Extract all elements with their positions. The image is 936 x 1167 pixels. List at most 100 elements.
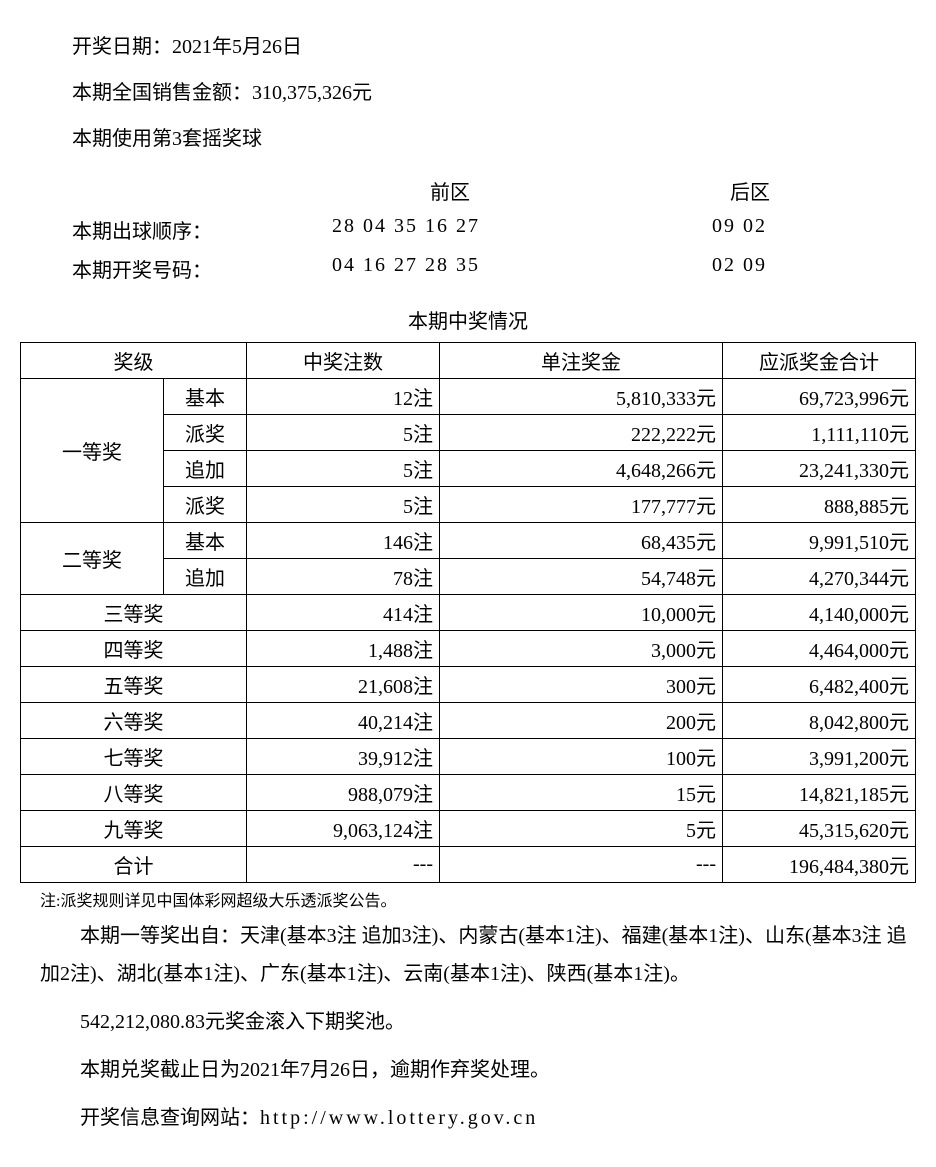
cell-unit: 68,435元 [440,523,723,559]
prize-table: 奖级 中奖注数 单注奖金 应派奖金合计 一等奖 基本 12注 5,810,333… [20,342,916,883]
numbers-header: 前区 后区 [72,176,916,205]
table-row: 一等奖 基本 12注 5,810,333元 69,723,996元 [21,379,916,415]
cell-total: 6,482,400元 [723,667,916,703]
draw-order-label: 本期出球顺序： [72,215,332,244]
cell-total: 1,111,110元 [723,415,916,451]
deadline-line: 本期兑奖截止日为2021年7月26日，逾期作弃奖处理。 [40,1051,916,1089]
cell-count: 5注 [247,415,440,451]
cell-total: 69,723,996元 [723,379,916,415]
table-row: 四等奖 1,488注 3,000元 4,464,000元 [21,631,916,667]
cell-unit: 4,648,266元 [440,451,723,487]
table-row: 三等奖 414注 10,000元 4,140,000元 [21,595,916,631]
cell-count: 78注 [247,559,440,595]
cell-unit: 177,777元 [440,487,723,523]
cell-unit: 100元 [440,739,723,775]
cell-total: 23,241,330元 [723,451,916,487]
cell-count: 12注 [247,379,440,415]
cell-total: 196,484,380元 [723,847,916,883]
th-total: 应派奖金合计 [723,343,916,379]
sub-add: 追加 [164,559,247,595]
cell-unit: 200元 [440,703,723,739]
total-label: 合计 [21,847,247,883]
sub-bonus: 派奖 [164,415,247,451]
cell-unit: 10,000元 [440,595,723,631]
winning-front: 04 16 27 28 35 [332,254,712,283]
tier1-label: 一等奖 [21,379,164,523]
table-row: 五等奖 21,608注 300元 6,482,400元 [21,667,916,703]
cell-total: 8,042,800元 [723,703,916,739]
cell-unit: 5元 [440,811,723,847]
sub-add: 追加 [164,451,247,487]
cell-count: 5注 [247,451,440,487]
cell-count: 39,912注 [247,739,440,775]
rollover-line: 542,212,080.83元奖金滚入下期奖池。 [40,1003,916,1041]
cell-total: 3,991,200元 [723,739,916,775]
tier-label: 三等奖 [21,595,247,631]
table-total-row: 合计 --- --- 196,484,380元 [21,847,916,883]
sub-basic: 基本 [164,523,247,559]
draw-order-front: 28 04 35 16 27 [332,215,712,244]
cell-unit: 5,810,333元 [440,379,723,415]
table-row: 七等奖 39,912注 100元 3,991,200元 [21,739,916,775]
ballset-line: 本期使用第3套摇奖球 [72,120,916,158]
tier-label: 九等奖 [21,811,247,847]
th-count: 中奖注数 [247,343,440,379]
cell-count: 988,079注 [247,775,440,811]
cell-total: 4,464,000元 [723,631,916,667]
table-header-row: 奖级 中奖注数 单注奖金 应派奖金合计 [21,343,916,379]
winning-label: 本期开奖号码： [72,254,332,283]
draw-date-line: 开奖日期：2021年5月26日 [72,28,916,66]
front-area-header: 前区 [430,176,730,205]
sales-value: 310,375,326元 [252,82,372,104]
cell-total: 4,140,000元 [723,595,916,631]
tier2-label: 二等奖 [21,523,164,595]
cell-count: 5注 [247,487,440,523]
website-label: 开奖信息查询网站： [80,1107,260,1129]
tier-label: 六等奖 [21,703,247,739]
winning-back: 02 09 [712,254,767,283]
website-line: 开奖信息查询网站：http://www.lottery.gov.cn [40,1099,916,1137]
back-area-header: 后区 [730,176,770,205]
cell-unit: 300元 [440,667,723,703]
tier-label: 八等奖 [21,775,247,811]
cell-total: 888,885元 [723,487,916,523]
cell-unit: 3,000元 [440,631,723,667]
table-title: 本期中奖情况 [20,305,916,334]
sales-label: 本期全国销售金额： [72,82,252,104]
cell-count: 1,488注 [247,631,440,667]
draw-date-value: 2021年5月26日 [172,36,302,58]
numbers-block: 前区 后区 本期出球顺序： 28 04 35 16 27 09 02 本期开奖号… [72,176,916,283]
tier-label: 四等奖 [21,631,247,667]
cell-unit: 54,748元 [440,559,723,595]
winning-row: 本期开奖号码： 04 16 27 28 35 02 09 [72,254,916,283]
cell-total: 14,821,185元 [723,775,916,811]
cell-count: 414注 [247,595,440,631]
cell-unit: --- [440,847,723,883]
th-tier: 奖级 [21,343,247,379]
table-row: 八等奖 988,079注 15元 14,821,185元 [21,775,916,811]
sub-basic: 基本 [164,379,247,415]
cell-total: 4,270,344元 [723,559,916,595]
draw-order-back: 09 02 [712,215,767,244]
cell-unit: 15元 [440,775,723,811]
table-row: 二等奖 基本 146注 68,435元 9,991,510元 [21,523,916,559]
draw-order-row: 本期出球顺序： 28 04 35 16 27 09 02 [72,215,916,244]
cell-count: 9,063,124注 [247,811,440,847]
sales-line: 本期全国销售金额：310,375,326元 [72,74,916,112]
website-url: http://www.lottery.gov.cn [260,1107,538,1129]
th-unit: 单注奖金 [440,343,723,379]
cell-unit: 222,222元 [440,415,723,451]
winners-para: 本期一等奖出自：天津(基本3注 追加3注)、内蒙古(基本1注)、福建(基本1注)… [40,917,916,993]
table-row: 六等奖 40,214注 200元 8,042,800元 [21,703,916,739]
draw-date-label: 开奖日期： [72,36,172,58]
bonus-rule-note: 注:派奖规则详见中国体彩网超级大乐透派奖公告。 [40,887,916,911]
cell-count: 21,608注 [247,667,440,703]
cell-count: 146注 [247,523,440,559]
cell-total: 9,991,510元 [723,523,916,559]
cell-count: --- [247,847,440,883]
cell-count: 40,214注 [247,703,440,739]
tier-label: 七等奖 [21,739,247,775]
cell-total: 45,315,620元 [723,811,916,847]
tier-label: 五等奖 [21,667,247,703]
table-row: 九等奖 9,063,124注 5元 45,315,620元 [21,811,916,847]
